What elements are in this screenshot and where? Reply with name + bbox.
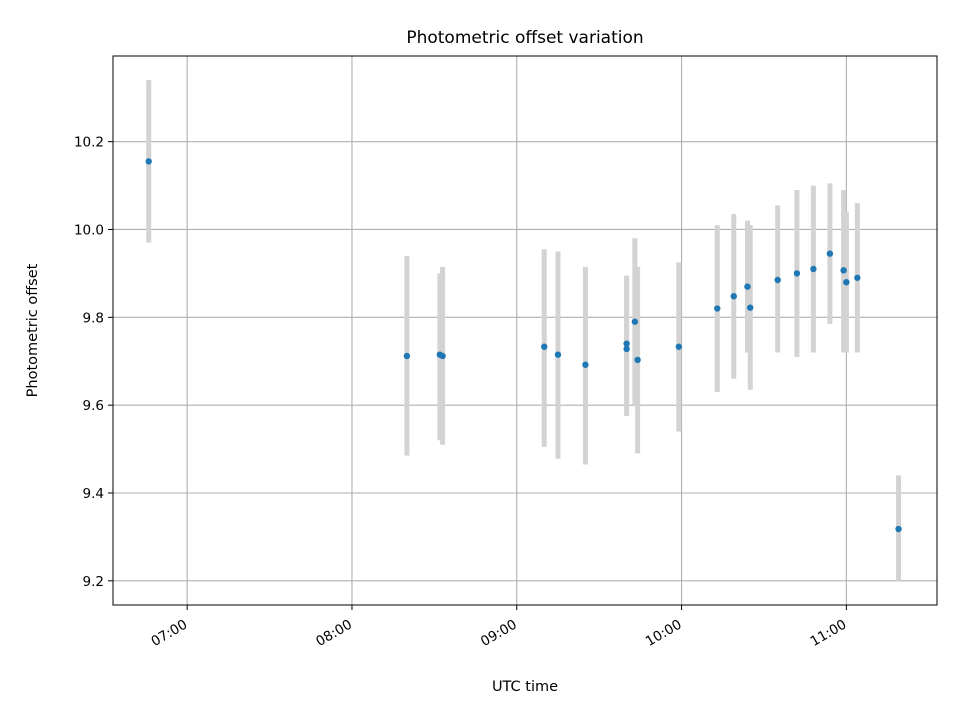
data-point (541, 343, 548, 350)
data-point (145, 158, 152, 165)
data-point (744, 283, 751, 290)
data-point (623, 340, 630, 347)
y-tick-label: 10.0 (74, 222, 104, 238)
y-tick-label: 9.6 (83, 398, 104, 414)
y-axis-label: Photometric offset (25, 263, 41, 397)
y-tick-label: 9.8 (83, 310, 104, 326)
data-point (854, 274, 861, 281)
data-point (774, 276, 781, 284)
data-point (582, 361, 589, 368)
data-point (675, 343, 683, 350)
data-point (810, 265, 817, 273)
data-point (840, 267, 847, 274)
chart-title: Photometric offset variation (406, 28, 643, 48)
x-axis-label: UTC time (492, 679, 558, 695)
y-tick-label: 9.4 (83, 486, 104, 502)
data-point (634, 356, 641, 364)
data-point (623, 345, 630, 353)
data-point (895, 525, 902, 533)
data-point (730, 293, 737, 300)
data-point (403, 352, 411, 360)
y-tick-label: 9.2 (83, 574, 104, 590)
data-point (747, 304, 754, 311)
y-tick-label: 10.2 (74, 135, 104, 151)
data-point (631, 318, 639, 325)
data-point (826, 250, 834, 257)
data-point (843, 278, 850, 286)
data-point (554, 351, 562, 358)
data-point (793, 270, 801, 277)
plot-frame (112, 55, 938, 606)
data-point (439, 352, 446, 360)
data-point (714, 305, 721, 312)
data-points (145, 158, 902, 533)
y-axis-ticks: 9.2 9.4 9.6 9.8 10.0 10.2 (74, 135, 113, 590)
